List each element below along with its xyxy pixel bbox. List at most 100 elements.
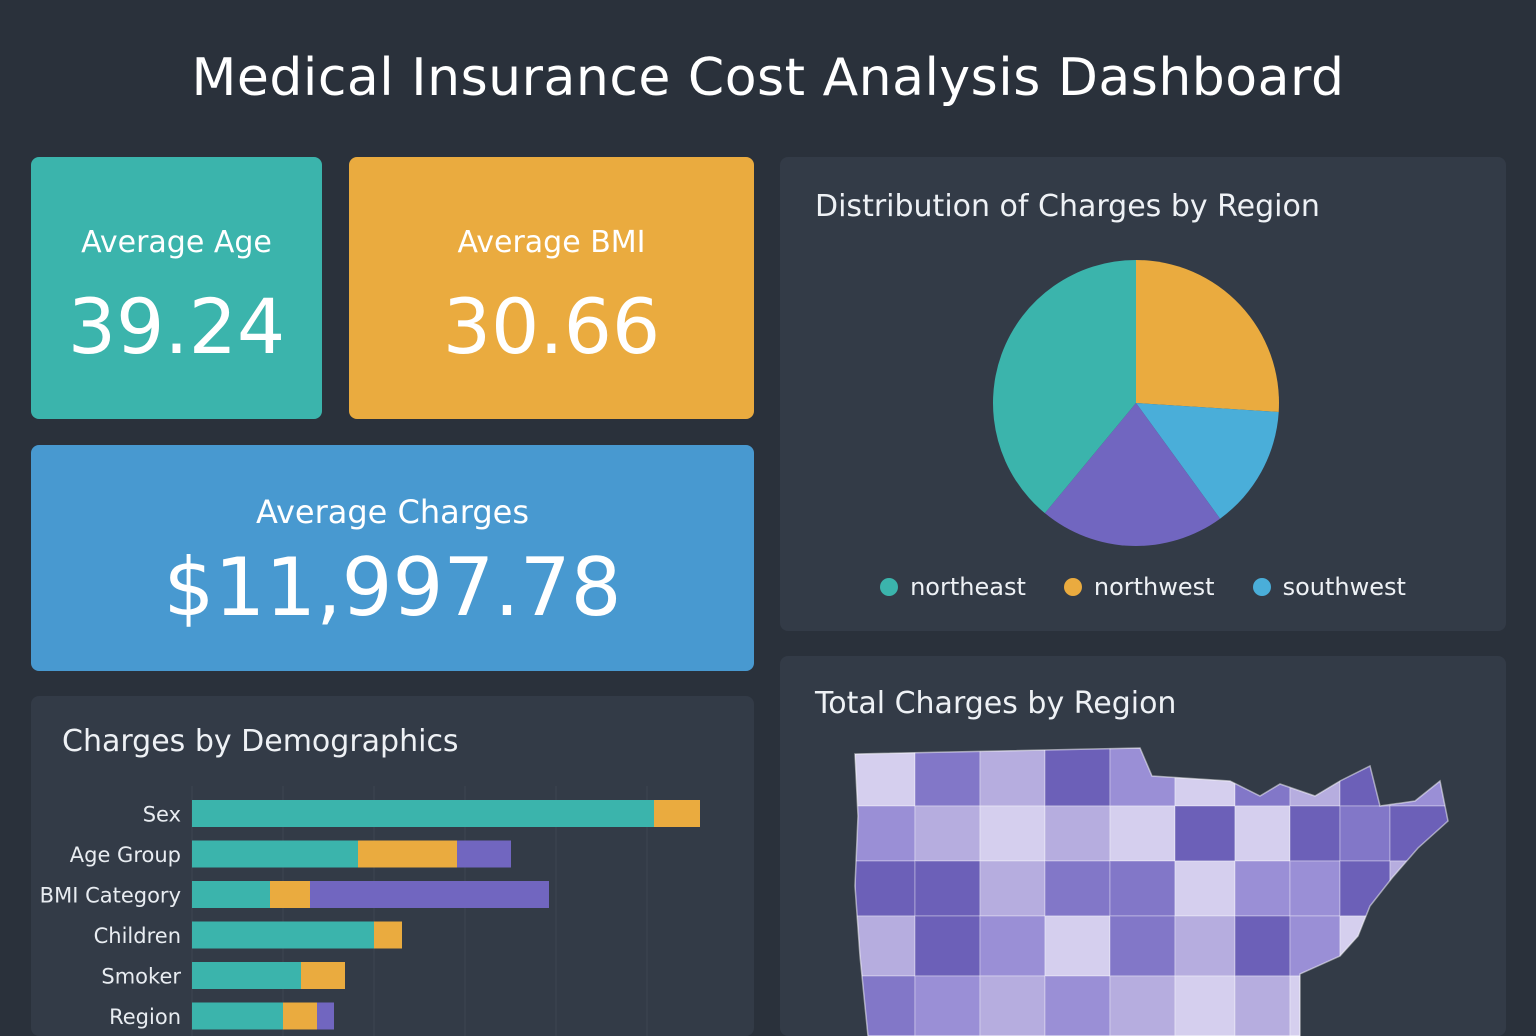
- map-state-region: [855, 975, 916, 1036]
- legend-label: northeast: [910, 573, 1026, 601]
- map-state-region: [1234, 805, 1291, 862]
- bar-segment: [310, 881, 549, 908]
- category-label: Region: [109, 1005, 181, 1029]
- map-state-region: [979, 860, 1046, 917]
- bar-segment: [301, 962, 345, 989]
- map-state-region: [1289, 975, 1341, 1036]
- bar-segment: [192, 881, 270, 908]
- map-state-region: [1289, 860, 1341, 917]
- map-state-region: [1174, 860, 1236, 917]
- bar-chart-title: Charges by Demographics: [62, 724, 459, 759]
- map-state-region: [1044, 860, 1111, 917]
- bar-segment: [317, 1002, 334, 1030]
- map-state-region: [914, 805, 981, 862]
- map-state-region: [1109, 915, 1176, 977]
- pie-slice-northeast: [993, 260, 1136, 514]
- map-state-region: [1234, 975, 1291, 1036]
- map-state-region: [979, 805, 1046, 862]
- map-state-region: [1339, 975, 1391, 1036]
- map-state-region: [1234, 860, 1291, 917]
- map-state-region: [1109, 805, 1176, 862]
- map-title: Total Charges by Region: [815, 686, 1177, 721]
- kpi-value: 30.66: [442, 282, 661, 371]
- kpi-card-average-charges: Average Charges $11,997.78: [31, 445, 754, 671]
- map-state-region: [1044, 915, 1111, 977]
- map-state-region: [914, 860, 981, 917]
- us-choropleth-map: [854, 747, 1449, 1036]
- map-state-region: [914, 748, 981, 807]
- legend-swatch: [880, 578, 899, 596]
- map-state-region: [979, 975, 1046, 1036]
- demographics-bar-chart: Sex Age Group BMI Category Children Smoker Re…: [40, 786, 700, 1036]
- legend-swatch: [1252, 578, 1271, 596]
- demographics-bar-panel: Charges by Demographics Sex Age Group BMI …: [31, 696, 754, 1036]
- map-state-region: [855, 748, 916, 807]
- map-state-region: [1044, 805, 1111, 862]
- dashboard-title: Medical Insurance Cost Analysis Dashboar…: [191, 48, 1345, 108]
- pie-legend: northeast northwest southwest: [780, 573, 1506, 601]
- region-pie-panel: Distribution of Charges by Region northe…: [780, 157, 1506, 631]
- map-state-region: [1289, 748, 1341, 807]
- map-state-region: [855, 805, 916, 862]
- map-state-region: [1174, 915, 1236, 977]
- bar-segment: [374, 921, 402, 949]
- map-state-region: [1044, 748, 1111, 807]
- kpi-label: Average Charges: [255, 493, 530, 531]
- bar-segment: [457, 840, 511, 868]
- bar-segment: [192, 1002, 283, 1030]
- bar-segment: [654, 800, 700, 827]
- map-state-region: [979, 748, 1046, 807]
- map-outline: [854, 747, 1449, 1036]
- bar-segment: [358, 840, 457, 868]
- category-label: Sex: [143, 803, 181, 827]
- map-state-region: [1174, 805, 1236, 862]
- legend-item-southwest: southwest: [1252, 573, 1406, 601]
- map-state-region: [914, 915, 981, 977]
- legend-swatch: [1063, 578, 1082, 596]
- legend-label: northwest: [1093, 573, 1215, 601]
- kpi-label: Average BMI: [457, 225, 646, 260]
- kpi-value: 39.24: [67, 282, 286, 371]
- map-state-region: [1234, 915, 1291, 977]
- region-pie-chart: [993, 260, 1279, 546]
- map-state-region: [1339, 860, 1391, 917]
- kpi-card-average-age: Average Age 39.24: [31, 157, 322, 419]
- map-state-region: [855, 860, 916, 917]
- bar-segment: [192, 800, 654, 827]
- map-state-region: [979, 915, 1046, 977]
- map-state-region: [1109, 975, 1176, 1036]
- map-state-region: [1339, 915, 1391, 977]
- map-state-region: [1044, 975, 1111, 1036]
- map-state-region: [1109, 860, 1176, 917]
- map-state-region: [1389, 975, 1448, 1036]
- map-state-region: [1289, 805, 1341, 862]
- kpi-label: Average Age: [81, 225, 272, 260]
- map-state-region: [1389, 915, 1448, 977]
- category-label: BMI Category: [40, 884, 181, 908]
- kpi-value: $11,997.78: [163, 541, 622, 634]
- map-state-region: [855, 915, 916, 977]
- pie-chart-title: Distribution of Charges by Region: [815, 189, 1320, 224]
- kpi-card-average-bmi: Average BMI 30.66: [349, 157, 754, 419]
- bar-segment: [270, 881, 310, 908]
- legend-label: southwest: [1282, 573, 1406, 601]
- map-state-region: [1339, 805, 1391, 862]
- category-label: Children: [94, 924, 181, 948]
- pie-slice-southwest: [1136, 403, 1279, 519]
- bar-segment: [283, 1002, 317, 1030]
- pie-slice-unlabeled-2: [1044, 403, 1221, 546]
- map-state-region: [1389, 805, 1448, 862]
- map-state-region: [914, 975, 981, 1036]
- bar-segment: [192, 962, 301, 989]
- bar-segment: [192, 921, 374, 949]
- legend-item-northeast: northeast: [880, 573, 1026, 601]
- bar-segment: [192, 840, 358, 868]
- region-map-panel: Total Charges by Region: [780, 656, 1506, 1036]
- category-label: Age Group: [70, 843, 181, 867]
- pie-slice-northwest: [1136, 260, 1279, 412]
- category-label: Smoker: [101, 965, 181, 989]
- map-state-region: [1174, 748, 1236, 807]
- legend-item-northwest: northwest: [1063, 573, 1215, 601]
- map-state-region: [1174, 975, 1236, 1036]
- map-state-region: [1234, 748, 1291, 807]
